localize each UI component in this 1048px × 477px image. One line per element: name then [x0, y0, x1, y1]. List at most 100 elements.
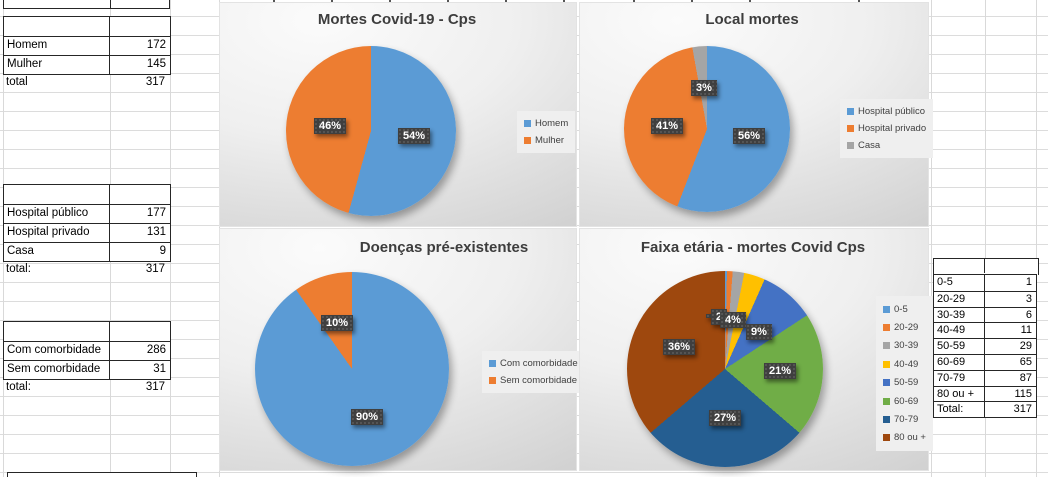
cell-value[interactable]: 11: [1020, 324, 1032, 337]
table-row[interactable]: Hospital privado 131: [4, 223, 170, 242]
table-comorbidity-total[interactable]: total: 317: [3, 379, 169, 398]
legend-item: Sem comorbidade: [489, 372, 578, 389]
legend-label: 50-59: [894, 377, 919, 389]
legend-item: Hospital público: [847, 103, 926, 120]
cell-label[interactable]: 80 ou +: [934, 386, 985, 402]
table-row[interactable]: 20-29 3: [934, 290, 1036, 307]
table-row[interactable]: 40-49 11: [934, 322, 1036, 339]
pie-location[interactable]: [624, 46, 790, 212]
cutoff-table-top: [3, 0, 170, 9]
chart-location[interactable]: Local mortes 56% 41% 3% Hospital público…: [579, 2, 934, 227]
chart-gender[interactable]: Mortes Covid-19 - Cps 54% 46% Homem Mulh…: [219, 2, 577, 227]
table-location: Hospital público 177 Hospital privado 13…: [3, 184, 171, 262]
table-row[interactable]: [4, 185, 170, 204]
legend[interactable]: Com comorbidade Sem comorbidade: [482, 351, 585, 393]
cell-border-tick: [273, 0, 275, 3]
legend-swatch-icon: [883, 416, 890, 424]
cell-value[interactable]: 115: [1014, 387, 1032, 400]
table-row[interactable]: [4, 17, 170, 36]
legend-item: 0-5: [883, 300, 926, 318]
cell-value[interactable]: 1: [1025, 276, 1032, 288]
cell-border-tick: [749, 0, 751, 3]
legend-item: Mulher: [524, 132, 568, 149]
chart-title: Faixa etária - mortes Covid Cps: [640, 239, 866, 256]
cell-label[interactable]: 50-59: [934, 339, 985, 354]
cell-value[interactable]: 286: [146, 344, 166, 356]
legend-item: 20-29: [883, 318, 926, 336]
cell-value[interactable]: 172: [146, 39, 166, 51]
cell-label[interactable]: 20-29: [934, 291, 985, 307]
cell-label[interactable]: total: [6, 76, 28, 88]
cell-value[interactable]: 31: [153, 363, 166, 375]
legend-label: Com comorbidade: [500, 358, 578, 369]
cell-value[interactable]: 131: [146, 226, 166, 238]
cell-value[interactable]: 87: [1019, 371, 1032, 384]
table-row[interactable]: Total: 317: [934, 401, 1036, 418]
table-gender-total[interactable]: total 317: [3, 74, 169, 93]
cell-label[interactable]: total:: [6, 381, 31, 393]
cell-label[interactable]: Total:: [934, 402, 985, 418]
legend-item: 50-59: [883, 374, 926, 392]
grid-column-line: [931, 0, 932, 477]
cell-value[interactable]: 317: [1013, 403, 1032, 416]
cell-value[interactable]: 65: [1019, 355, 1032, 368]
table-row[interactable]: 30-39 6: [934, 306, 1036, 323]
legend-label: Hospital privado: [858, 123, 927, 134]
cell-label[interactable]: Hospital público: [4, 205, 110, 223]
cell-label[interactable]: Homem: [4, 37, 110, 55]
table-row[interactable]: Homem 172: [4, 36, 170, 55]
cell-value[interactable]: 29: [1019, 340, 1032, 353]
cell-label[interactable]: Com comorbidade: [4, 342, 110, 360]
cell-label[interactable]: Hospital privado: [4, 224, 110, 242]
table-comorbidity: Com comorbidade 286 Sem comorbidade 31: [3, 321, 171, 380]
cell-label[interactable]: Casa: [4, 243, 110, 261]
table-row[interactable]: 80 ou + 115: [934, 385, 1036, 402]
legend-swatch-icon: [883, 305, 890, 313]
legend-label: 80 ou +: [894, 432, 926, 444]
table-age-header[interactable]: [933, 258, 1039, 275]
data-label: 10%: [320, 315, 354, 331]
cell-border-tick: [858, 0, 860, 3]
table-row[interactable]: Mulher 145: [4, 55, 170, 74]
cell-value[interactable]: 317: [145, 381, 165, 393]
cell-value[interactable]: 177: [146, 207, 166, 219]
table-row[interactable]: Sem comorbidade 31: [4, 360, 170, 379]
cell-value[interactable]: 3: [1025, 292, 1032, 305]
table-row[interactable]: Casa 9: [4, 242, 170, 261]
cell-value[interactable]: 317: [145, 263, 165, 275]
table-row[interactable]: 0-5 1: [934, 275, 1036, 291]
pie-gender[interactable]: [286, 46, 456, 216]
cell-label[interactable]: 40-49: [934, 323, 985, 339]
legend[interactable]: Hospital público Hospital privado Casa: [840, 99, 934, 158]
cell-label[interactable]: 60-69: [934, 354, 985, 370]
cell-label[interactable]: 30-39: [934, 307, 985, 323]
cell-value[interactable]: 145: [146, 58, 166, 70]
legend-swatch-icon: [883, 434, 890, 442]
table-row[interactable]: 60-69 65: [934, 353, 1036, 370]
chart-age[interactable]: Faixa etária - mortes Covid Cps 36% 27% …: [579, 228, 933, 471]
cell-value[interactable]: 6: [1025, 308, 1032, 321]
legend-item: 40-49: [883, 355, 926, 373]
legend[interactable]: Homem Mulher: [517, 111, 576, 153]
cell-border-tick: [633, 0, 635, 3]
cell-value[interactable]: 9: [159, 245, 166, 257]
cell-label[interactable]: 0-5: [934, 275, 985, 291]
table-row[interactable]: 70-79 87: [934, 369, 1036, 386]
cell-label[interactable]: 70-79: [934, 370, 985, 386]
legend-swatch-icon: [847, 142, 854, 149]
legend-item: Casa: [847, 137, 926, 154]
table-row[interactable]: 50-59 29: [934, 338, 1036, 354]
cell-label[interactable]: Sem comorbidade: [4, 361, 110, 379]
legend-label: Sem comorbidade: [500, 375, 578, 386]
table-row[interactable]: Com comorbidade 286: [4, 341, 170, 360]
table-row[interactable]: Hospital público 177: [4, 204, 170, 223]
cell-label[interactable]: Mulher: [4, 56, 110, 74]
legend[interactable]: 0-5 20-29 30-39 40-49 50-59 60-69: [876, 296, 933, 452]
cell-label[interactable]: total:: [6, 263, 31, 275]
cell-value[interactable]: 317: [145, 76, 165, 88]
table-location-total[interactable]: total: 317: [3, 261, 169, 280]
legend-swatch-icon: [489, 360, 496, 367]
table-row[interactable]: [4, 322, 170, 341]
chart-comorbidity[interactable]: Doenças pré-existentes 90% 10% Com comor…: [219, 228, 585, 471]
pie-comorbidity[interactable]: [255, 272, 449, 466]
